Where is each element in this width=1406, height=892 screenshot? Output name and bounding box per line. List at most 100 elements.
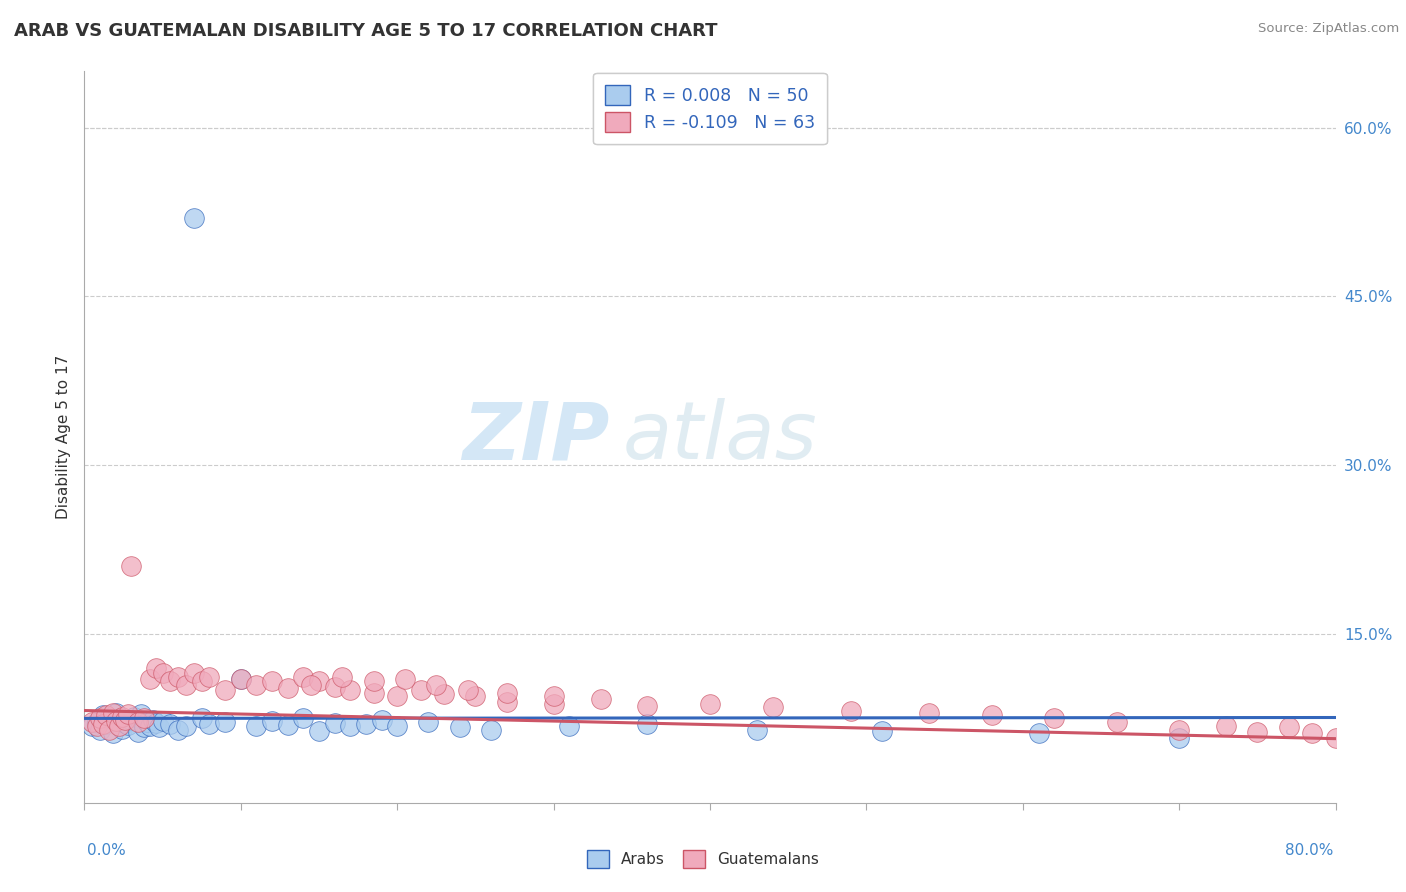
Point <box>339 683 361 698</box>
Point <box>558 719 581 733</box>
Point <box>229 672 252 686</box>
Point <box>354 717 377 731</box>
Point <box>1324 731 1347 745</box>
Point <box>167 723 190 737</box>
Point <box>139 719 162 733</box>
Point <box>980 708 1002 723</box>
Point <box>174 678 197 692</box>
Point <box>323 680 346 694</box>
Text: ARAB VS GUATEMALAN DISABILITY AGE 5 TO 17 CORRELATION CHART: ARAB VS GUATEMALAN DISABILITY AGE 5 TO 1… <box>14 22 717 40</box>
Point <box>699 697 721 711</box>
Point <box>543 689 565 703</box>
Point <box>1168 723 1191 737</box>
Point <box>839 704 862 718</box>
Point <box>308 674 330 689</box>
Point <box>637 717 659 731</box>
Point <box>918 706 941 720</box>
Point <box>479 723 502 737</box>
Point <box>142 713 165 727</box>
Point <box>111 710 134 724</box>
Point <box>148 720 170 734</box>
Point <box>91 717 114 731</box>
Point <box>299 678 322 692</box>
Point <box>107 719 129 733</box>
Point <box>1105 714 1128 729</box>
Point <box>127 714 149 729</box>
Point <box>114 713 136 727</box>
Point <box>104 706 127 720</box>
Point <box>86 719 108 733</box>
Point <box>120 559 142 574</box>
Text: atlas: atlas <box>623 398 817 476</box>
Point <box>89 711 111 725</box>
Point <box>370 713 392 727</box>
Point <box>245 719 267 733</box>
Point <box>332 670 354 684</box>
Point <box>117 718 139 732</box>
Point <box>111 722 134 736</box>
Point <box>132 720 155 734</box>
Point <box>127 725 149 739</box>
Point <box>363 685 385 699</box>
Point <box>190 674 212 689</box>
Point <box>89 723 111 737</box>
Point <box>464 689 486 703</box>
Point <box>183 211 205 225</box>
Point <box>145 661 167 675</box>
Point <box>129 706 152 721</box>
Point <box>262 674 284 689</box>
Point <box>394 672 416 686</box>
Point <box>589 692 612 706</box>
Point <box>409 683 432 698</box>
Point <box>457 683 479 698</box>
Point <box>139 672 162 686</box>
Point <box>159 717 181 731</box>
Point <box>339 719 361 733</box>
Point <box>136 714 159 729</box>
Point <box>124 710 146 724</box>
Point <box>433 687 456 701</box>
Y-axis label: Disability Age 5 to 17: Disability Age 5 to 17 <box>56 355 72 519</box>
Point <box>277 718 299 732</box>
Point <box>262 714 284 728</box>
Text: 80.0%: 80.0% <box>1285 843 1333 858</box>
Point <box>120 713 142 727</box>
Point <box>214 683 236 698</box>
Point <box>174 719 197 733</box>
Point <box>277 681 299 695</box>
Point <box>152 666 174 681</box>
Point <box>159 674 181 689</box>
Point <box>91 708 114 723</box>
Point <box>229 672 252 686</box>
Point <box>152 714 174 728</box>
Point <box>385 689 409 703</box>
Point <box>190 711 212 725</box>
Point <box>543 697 565 711</box>
Point <box>495 685 517 699</box>
Point <box>1278 720 1301 734</box>
Point <box>198 717 221 731</box>
Point <box>198 670 221 684</box>
Point <box>292 670 315 684</box>
Point <box>96 717 118 731</box>
Point <box>363 674 385 689</box>
Point <box>101 706 124 720</box>
Point <box>104 714 127 728</box>
Point <box>762 700 785 714</box>
Point <box>449 720 471 734</box>
Point <box>1301 726 1323 740</box>
Point <box>385 719 409 733</box>
Point <box>82 714 104 729</box>
Point <box>98 711 121 725</box>
Point <box>1043 711 1066 725</box>
Point <box>96 708 118 723</box>
Point <box>167 670 190 684</box>
Point <box>107 714 129 728</box>
Point <box>145 715 167 730</box>
Point <box>132 711 155 725</box>
Point <box>425 678 447 692</box>
Point <box>117 706 139 721</box>
Point <box>323 715 346 730</box>
Point <box>98 723 121 737</box>
Point <box>292 711 315 725</box>
